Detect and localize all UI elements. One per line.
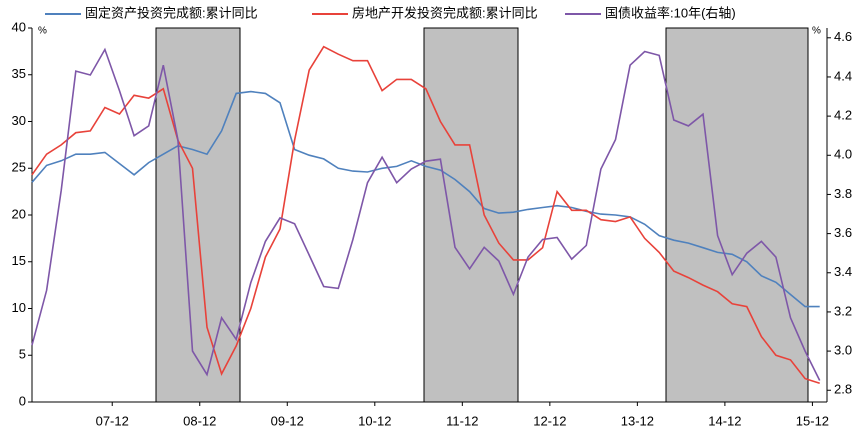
y2-tick-label: 3.2 (834, 303, 852, 318)
x-tick-label: 08-12 (183, 413, 216, 428)
y2-tick-label: 3.4 (834, 264, 852, 279)
x-tick-label: 10-12 (358, 413, 391, 428)
x-tick-label: 13-12 (621, 413, 654, 428)
y-tick-label: 35 (12, 66, 26, 81)
series-line (31, 47, 821, 381)
series-line (31, 45, 820, 385)
y-unit: % (38, 26, 47, 37)
y-tick-label: 40 (12, 19, 26, 34)
x-tick-label: 07-12 (96, 413, 129, 428)
y2-tick-label: 4.6 (834, 29, 852, 44)
y-tick-label: 30 (12, 113, 26, 128)
y2-tick-label: 4.2 (834, 108, 852, 123)
y2-tick-label: 3.8 (834, 186, 852, 201)
x-tick-label: 11-12 (446, 413, 478, 428)
x-tick-label: 09-12 (271, 413, 304, 428)
y2-tick-label: 4.4 (834, 68, 852, 83)
shaded-period (665, 27, 809, 403)
y-tick-label: 0 (19, 393, 26, 408)
y-tick-label: 15 (12, 253, 26, 268)
y-tick-label: 25 (12, 160, 26, 175)
y2-tick-label: 2.8 (834, 382, 852, 397)
y2-tick-label: 3.6 (834, 225, 852, 240)
y-tick-label: 10 (12, 300, 26, 315)
legend-label: 固定资产投资完成额:累计同比 (85, 5, 258, 20)
shaded-period (155, 27, 241, 403)
x-tick-label: 14-12 (708, 413, 741, 428)
y2-tick-label: 4.0 (834, 147, 852, 162)
y2-unit: % (812, 26, 821, 37)
x-tick-label: 15-12 (796, 413, 829, 428)
shaded-period (423, 27, 519, 403)
legend-label: 国债收益率:10年(右轴) (605, 5, 736, 20)
y-tick-label: 5 (19, 347, 26, 362)
series-line (31, 90, 820, 308)
x-tick-label: 12-12 (533, 413, 566, 428)
legend-label: 房地产开发投资完成额:累计同比 (352, 5, 538, 20)
y-tick-label: 20 (12, 206, 26, 221)
y2-tick-label: 3.0 (834, 343, 852, 358)
